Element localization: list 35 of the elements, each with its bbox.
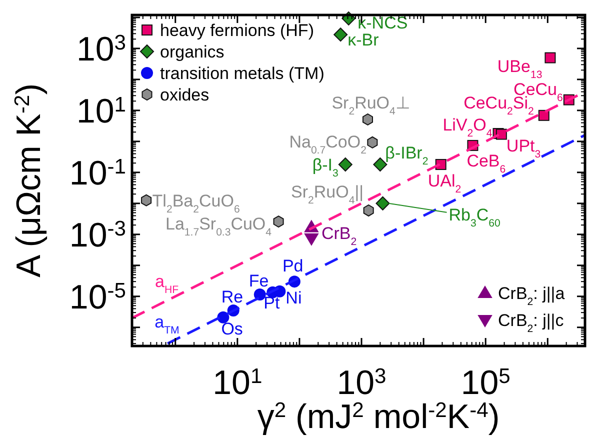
annotation: β-IBr$_{2}$ <box>385 143 428 168</box>
y-tick-label: 10$^{-5}$ <box>69 278 126 316</box>
annotation: CrB$_{2}$ <box>321 224 357 248</box>
annotation: UPt$_{3}$ <box>506 136 541 160</box>
annotation: κ-NCS <box>358 13 408 32</box>
annotation: Sr$_{2}$RuO$_{4}$⊥ <box>332 93 410 118</box>
annotation: Os <box>221 319 243 338</box>
annotation: Pt <box>264 293 280 312</box>
series-label: a$_{TM}$ <box>154 312 180 337</box>
y-tick-label: 10$^{-3}$ <box>69 216 126 254</box>
legend-label: CrB$_{2}$: j||a <box>498 284 566 308</box>
annotation: κ-Br <box>348 30 380 50</box>
annotation: LiV$_{2}$O$_{4}$ <box>442 116 492 140</box>
legend-label: transition metals (TM) <box>160 64 324 83</box>
annotation: Pd <box>282 256 304 276</box>
y-tick-label: 10$^{3}$ <box>76 30 126 68</box>
annotation: Na$_{0.7}$CoO$_{2}$ <box>289 132 367 156</box>
legend-label: oxides <box>160 86 210 104</box>
y-tick-label: 10$^{-1}$ <box>69 154 126 192</box>
series-label: a$_{HF}$ <box>155 272 180 296</box>
annotation: La$_{1.7}$Sr$_{0.3}$CuO$_{4}$ <box>166 214 272 239</box>
annotation: Re <box>221 287 244 306</box>
annotation: Fe <box>248 271 269 290</box>
annotation: Tl$_{2}$Ba$_{2}$CuO$_{6}$ <box>152 191 240 216</box>
annotation: UBe$_{13}$ <box>497 56 542 81</box>
annotation: CeB$_{6}$ <box>466 151 506 176</box>
annotation: Sr$_{2}$RuO$_{4}$|| <box>291 182 364 206</box>
legend-label: CrB$_{2}$: j||c <box>498 311 564 335</box>
legend-label: heavy fermions (HF) <box>160 21 314 40</box>
annotation: Rb$_{3}$C$_{60}$ <box>448 205 500 230</box>
annotation: UAl$_{2}$ <box>428 171 462 196</box>
annotation: β-I$_{3}$ <box>312 155 339 180</box>
y-tick-label: 10$^{1}$ <box>76 92 126 130</box>
legend-label: organics <box>160 42 224 62</box>
annotation: Ni <box>286 288 302 308</box>
